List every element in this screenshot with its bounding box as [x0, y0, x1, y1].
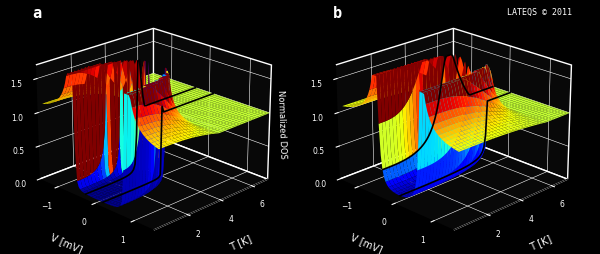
Text: a: a — [33, 6, 42, 21]
X-axis label: T [K]: T [K] — [229, 233, 254, 251]
Text: LATEQS © 2011: LATEQS © 2011 — [508, 8, 572, 17]
Y-axis label: V [mV]: V [mV] — [49, 231, 83, 253]
Text: b: b — [333, 6, 342, 21]
Y-axis label: V [mV]: V [mV] — [349, 231, 383, 253]
X-axis label: T [K]: T [K] — [529, 233, 554, 251]
